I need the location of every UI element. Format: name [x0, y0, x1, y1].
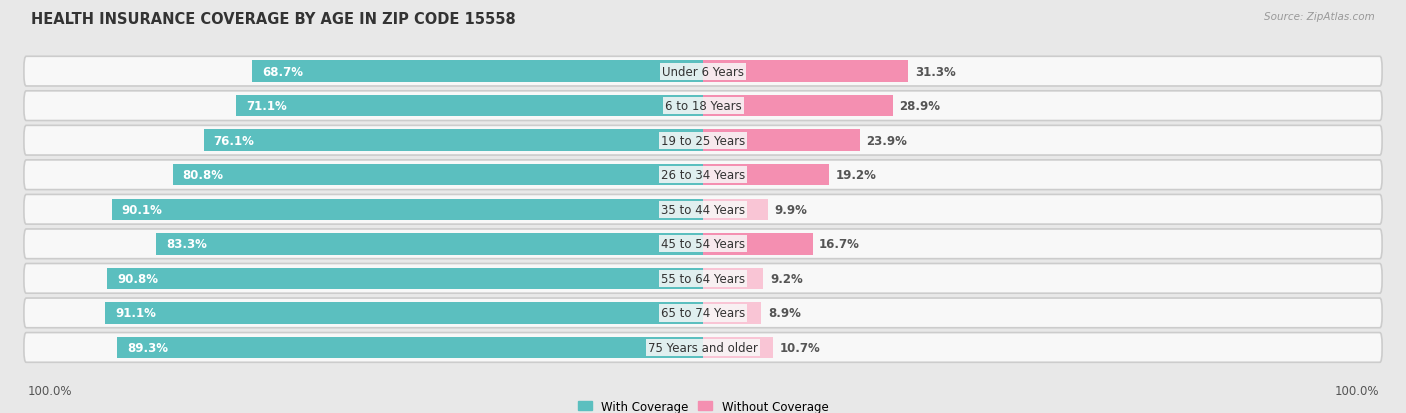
- FancyBboxPatch shape: [24, 229, 1382, 259]
- Bar: [703, 165, 830, 186]
- Text: 100.0%: 100.0%: [27, 384, 72, 397]
- Text: 100.0%: 100.0%: [1334, 384, 1379, 397]
- Bar: [703, 337, 773, 358]
- Bar: [156, 233, 703, 255]
- Bar: [252, 61, 703, 83]
- Text: 68.7%: 68.7%: [262, 66, 304, 78]
- Bar: [117, 337, 703, 358]
- Text: 89.3%: 89.3%: [127, 341, 167, 354]
- Bar: [107, 268, 703, 290]
- Text: 91.1%: 91.1%: [115, 306, 156, 320]
- Text: 90.8%: 90.8%: [117, 272, 157, 285]
- Text: 23.9%: 23.9%: [866, 134, 907, 147]
- FancyBboxPatch shape: [24, 126, 1382, 156]
- FancyBboxPatch shape: [24, 195, 1382, 225]
- Bar: [105, 302, 703, 324]
- FancyBboxPatch shape: [24, 92, 1382, 121]
- Text: 10.7%: 10.7%: [780, 341, 821, 354]
- Text: 75 Years and older: 75 Years and older: [648, 341, 758, 354]
- Text: 71.1%: 71.1%: [246, 100, 287, 113]
- Text: 55 to 64 Years: 55 to 64 Years: [661, 272, 745, 285]
- Text: 6 to 18 Years: 6 to 18 Years: [665, 100, 741, 113]
- Legend: With Coverage, Without Coverage: With Coverage, Without Coverage: [572, 395, 834, 413]
- Text: 16.7%: 16.7%: [820, 238, 860, 251]
- Text: 76.1%: 76.1%: [214, 134, 254, 147]
- Bar: [173, 165, 703, 186]
- Bar: [703, 130, 860, 152]
- FancyBboxPatch shape: [24, 57, 1382, 87]
- Text: 9.9%: 9.9%: [775, 203, 807, 216]
- Text: 28.9%: 28.9%: [900, 100, 941, 113]
- Text: Source: ZipAtlas.com: Source: ZipAtlas.com: [1264, 12, 1375, 22]
- Text: 35 to 44 Years: 35 to 44 Years: [661, 203, 745, 216]
- Text: 19 to 25 Years: 19 to 25 Years: [661, 134, 745, 147]
- Bar: [703, 268, 763, 290]
- Bar: [703, 61, 908, 83]
- Text: 65 to 74 Years: 65 to 74 Years: [661, 306, 745, 320]
- FancyBboxPatch shape: [24, 161, 1382, 190]
- FancyBboxPatch shape: [24, 298, 1382, 328]
- Text: 8.9%: 8.9%: [768, 306, 801, 320]
- Text: 45 to 54 Years: 45 to 54 Years: [661, 238, 745, 251]
- Bar: [204, 130, 703, 152]
- Bar: [703, 96, 893, 117]
- Text: 9.2%: 9.2%: [770, 272, 803, 285]
- Bar: [703, 199, 768, 221]
- Bar: [703, 233, 813, 255]
- Text: 31.3%: 31.3%: [915, 66, 956, 78]
- Bar: [703, 302, 762, 324]
- Text: Under 6 Years: Under 6 Years: [662, 66, 744, 78]
- Text: 26 to 34 Years: 26 to 34 Years: [661, 169, 745, 182]
- Bar: [112, 199, 703, 221]
- FancyBboxPatch shape: [24, 333, 1382, 362]
- Text: HEALTH INSURANCE COVERAGE BY AGE IN ZIP CODE 15558: HEALTH INSURANCE COVERAGE BY AGE IN ZIP …: [31, 12, 516, 27]
- FancyBboxPatch shape: [24, 264, 1382, 294]
- Text: 80.8%: 80.8%: [183, 169, 224, 182]
- Text: 19.2%: 19.2%: [835, 169, 876, 182]
- Bar: [236, 96, 703, 117]
- Text: 90.1%: 90.1%: [122, 203, 163, 216]
- Text: 83.3%: 83.3%: [166, 238, 207, 251]
